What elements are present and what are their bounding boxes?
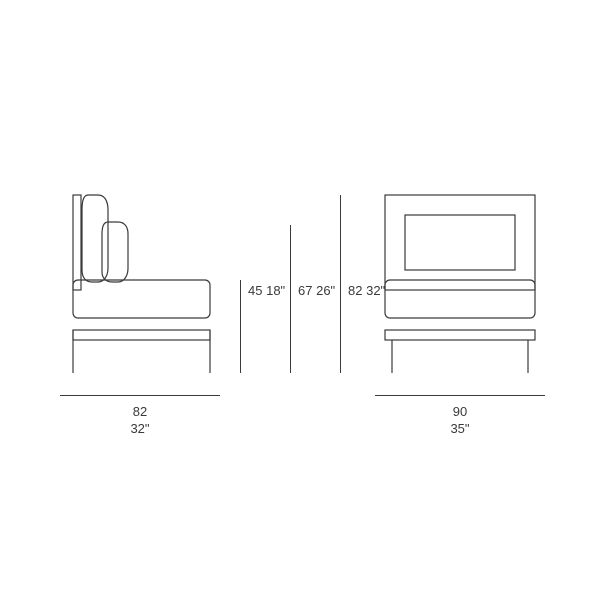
front-width-in: 35" <box>440 421 480 438</box>
side-width-line <box>60 395 220 396</box>
diagram-canvas: 45 18" 67 26" 82 32" 82 32" 90 <box>0 0 600 600</box>
side-width-cm: 82 <box>120 404 160 421</box>
front-width-label: 90 35" <box>440 404 480 438</box>
front-width-line <box>375 395 545 396</box>
front-elevation <box>0 0 600 600</box>
side-width-in: 32" <box>120 421 160 438</box>
side-width-label: 82 32" <box>120 404 160 438</box>
front-width-cm: 90 <box>440 404 480 421</box>
